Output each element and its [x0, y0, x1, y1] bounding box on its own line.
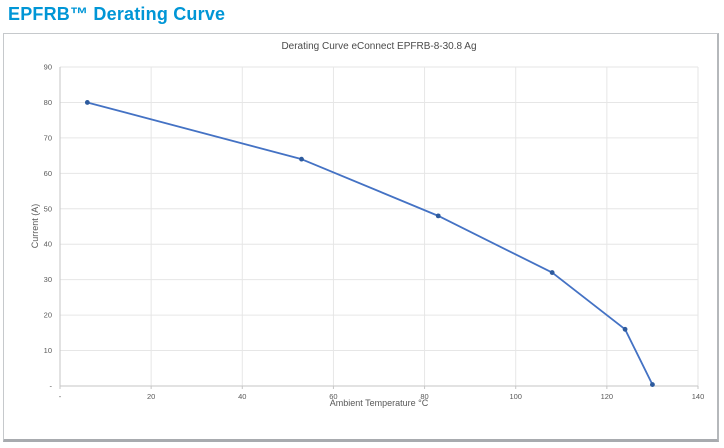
y-tick-label: -	[50, 382, 53, 391]
x-tick-label: 100	[509, 392, 522, 401]
y-tick-label: 60	[44, 169, 52, 178]
data-point-marker	[435, 213, 441, 219]
chart-container: Derating Curve eConnect EPFRB-8-30.8 Ag …	[3, 33, 719, 442]
data-point-marker	[650, 382, 655, 387]
x-tick-label: 120	[601, 392, 614, 401]
x-tick-label: -	[59, 392, 62, 401]
x-tick-label: 140	[692, 392, 705, 401]
page-title: EPFRB™ Derating Curve	[8, 4, 226, 24]
y-tick-label: 10	[44, 346, 52, 355]
y-tick-label: 80	[44, 98, 52, 107]
chart-title: Derating Curve eConnect EPFRB-8-30.8 Ag	[281, 41, 477, 52]
y-tick-label: 40	[44, 240, 52, 249]
y-tick-label: 20	[44, 311, 52, 320]
derating-curve-plot: - 20 40 60 80 100 120 140 - 10 20 30 40 50 60 70 80 90	[44, 63, 705, 402]
x-axis-title: Ambient Temperature °C	[329, 398, 429, 408]
y-tick-label: 30	[44, 275, 52, 284]
x-tick-label: 40	[238, 392, 246, 401]
y-tick-label: 90	[44, 63, 52, 72]
x-tick-label: 80	[420, 392, 428, 401]
data-point-marker	[299, 156, 304, 162]
series-line	[86, 101, 654, 386]
y-tick-label: 50	[44, 204, 52, 213]
y-tick-label: 70	[44, 133, 52, 142]
x-tick-label: 60	[329, 392, 337, 401]
data-point-marker	[622, 326, 628, 332]
data-point-marker	[84, 100, 90, 105]
x-tick-label: 20	[147, 392, 155, 401]
data-point-marker	[549, 270, 555, 275]
